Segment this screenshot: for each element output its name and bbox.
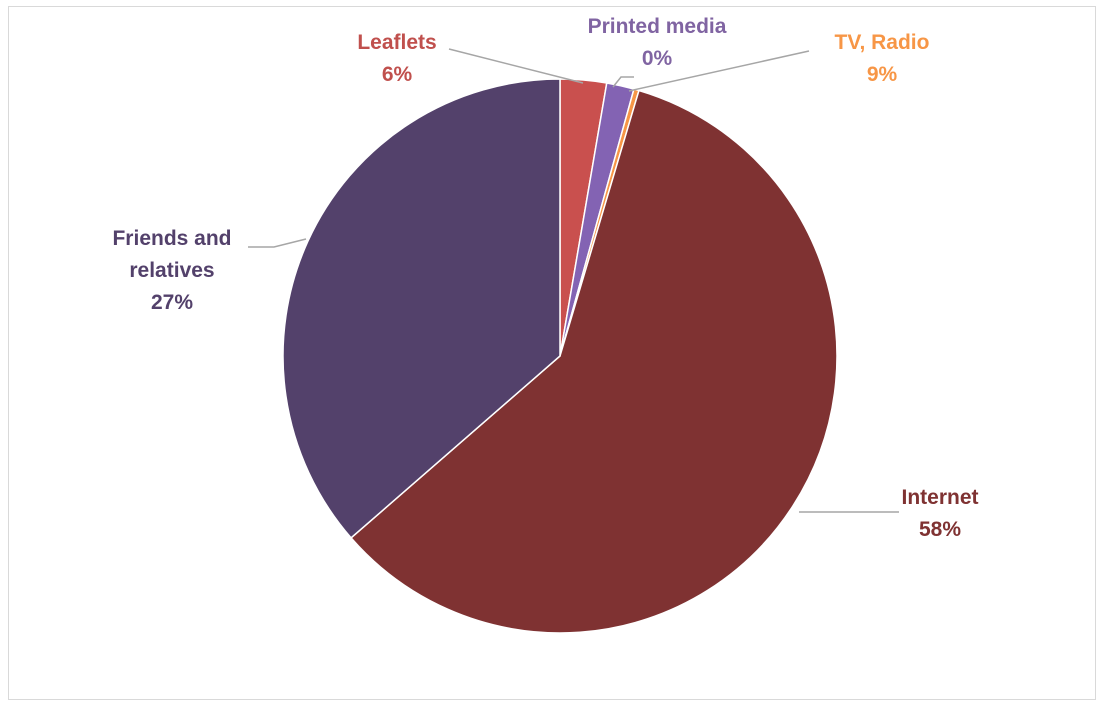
leader-lines — [248, 48, 899, 513]
data-label-percent-printed-media: 0% — [642, 47, 673, 70]
leader-line-printed-media — [612, 76, 634, 88]
data-label-percent-internet: 58% — [919, 518, 961, 541]
chart-area: Leaflets 6% Printed media 0% TV, Radio 9% Inte… — [8, 6, 1096, 700]
data-label-name-leaflets: Leaflets — [357, 31, 436, 54]
pie-slice-friends-and-relatives — [282, 78, 561, 539]
data-label-name-internet: Internet — [901, 486, 978, 509]
data-label-name-friends-and-relatives: relatives — [129, 259, 214, 282]
data-label-percent-tv-radio: 9% — [867, 63, 898, 86]
data-label-name-friends-and-relatives: Friends and — [112, 227, 231, 250]
data-label-percent-leaflets: 6% — [382, 63, 413, 86]
data-label-name-tv-radio: TV, Radio — [835, 31, 930, 54]
leader-line-leaflets — [448, 48, 584, 84]
pie-slices — [282, 78, 838, 634]
data-label-percent-friends-and-relatives: 27% — [151, 291, 193, 314]
leader-line-friends-and-relatives — [248, 238, 307, 248]
leader-line-tv-radio — [628, 50, 810, 92]
pie-chart: Leaflets 6% Printed media 0% TV, Radio 9% Inte… — [112, 15, 979, 634]
data-label-name-printed-media: Printed media — [588, 15, 727, 38]
data-labels: Leaflets 6% Printed media 0% TV, Radio 9% Inte… — [112, 15, 978, 541]
pie-slice-internet — [350, 89, 838, 634]
